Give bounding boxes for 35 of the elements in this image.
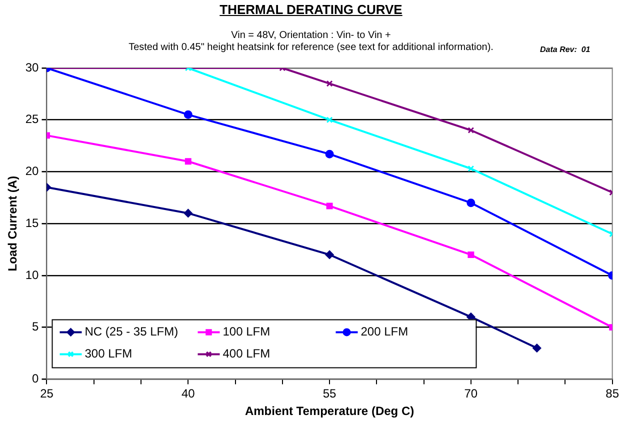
point xyxy=(466,198,476,208)
chart-subtitle: Vin = 48V, Orientation : Vin- to Vin + xyxy=(230,30,392,41)
point xyxy=(326,80,333,87)
legend-label: 400 LFM xyxy=(222,346,270,361)
y-tick-label: 5 xyxy=(32,320,40,334)
legend-label: 100 LFM xyxy=(222,324,270,339)
y-tick-label: 15 xyxy=(25,216,40,230)
point xyxy=(325,250,334,259)
point xyxy=(468,165,474,172)
y-tick-label: 0 xyxy=(32,372,40,386)
point xyxy=(468,251,474,258)
point xyxy=(325,150,334,158)
point xyxy=(468,127,474,134)
point xyxy=(184,110,192,119)
y-tick-label: 25 xyxy=(25,112,40,126)
point xyxy=(532,344,542,352)
legend-label: NC (25 - 35 LFM) xyxy=(84,324,178,339)
x-axis-title: Ambient Temperature (Deg C) xyxy=(244,404,414,418)
legend-label: 300 LFM xyxy=(84,346,132,361)
y-tick-label: 30 xyxy=(25,60,40,74)
point xyxy=(184,158,192,165)
x-tick-label: 85 xyxy=(606,386,620,401)
text: Tested with 0.45" height heatsink for reference (see text for additional information). xyxy=(128,42,494,53)
text: Data Rev: 01 xyxy=(540,45,590,54)
legend-label: 200 LFM xyxy=(360,324,408,339)
x-tick-label: 55 xyxy=(322,386,337,401)
point xyxy=(184,208,192,218)
x-tick-label: 40 xyxy=(181,386,196,401)
y-tick-label: 10 xyxy=(25,268,40,282)
point xyxy=(326,202,333,210)
y-axis-title: Load Current (A) xyxy=(6,176,20,272)
y-tick-label: 20 xyxy=(25,164,40,178)
x-tick-label: 70 xyxy=(464,386,478,401)
point xyxy=(326,116,333,124)
chart-title: THERMAL DERATING CURVE xyxy=(218,2,404,17)
